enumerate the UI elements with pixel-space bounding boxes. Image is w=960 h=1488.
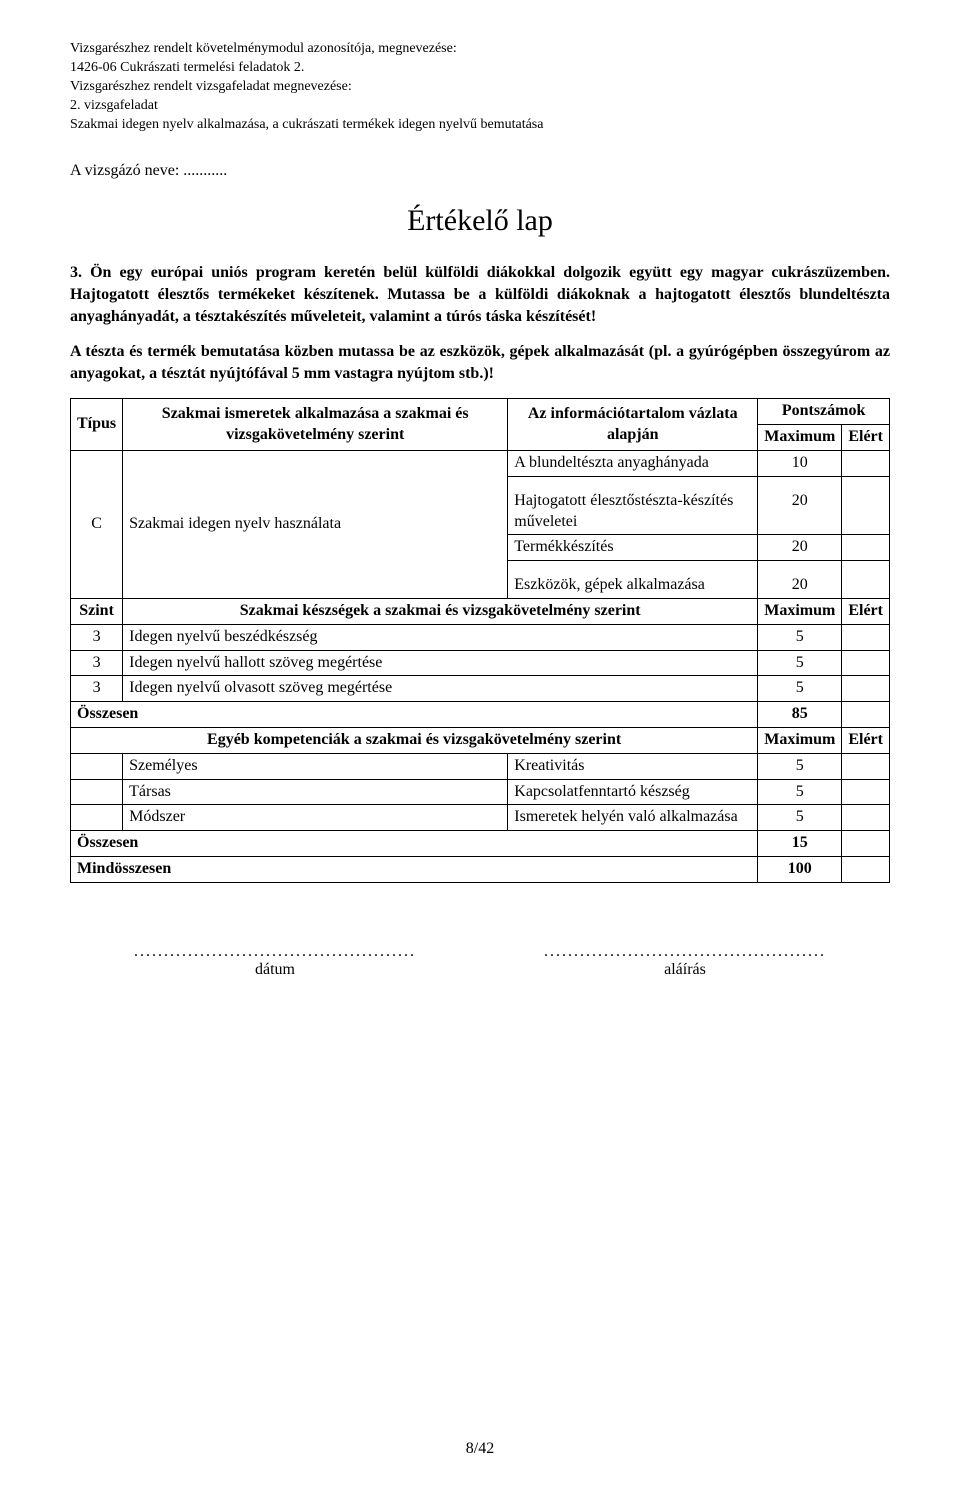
- max-r3: 20: [758, 535, 842, 561]
- date-label: dátum: [111, 961, 439, 979]
- sum2-lbl: Összesen: [71, 831, 758, 857]
- title-text: Értékelő lap: [407, 204, 553, 237]
- module-header: Vizsgarészhez rendelt követelménymodul a…: [70, 40, 890, 134]
- s1-got: [842, 624, 890, 650]
- s1-txt: Idegen nyelvű beszédkészség: [123, 624, 758, 650]
- th-max-2: Maximum: [758, 599, 842, 625]
- th-max-3: Maximum: [758, 727, 842, 753]
- o3-blank: [71, 805, 123, 831]
- sign-label: aláírás: [521, 961, 849, 979]
- date-block: ........................................…: [111, 943, 439, 979]
- s2-lvl: 3: [71, 650, 123, 676]
- info-r4: Eszközök, gépek alkalmazása: [508, 561, 758, 599]
- o2-blank: [71, 779, 123, 805]
- s2-got: [842, 650, 890, 676]
- sum2-max: 15: [758, 831, 842, 857]
- o3-b: Ismeretek helyén való alkalmazása: [508, 805, 758, 831]
- sum3-lbl: Mindösszesen: [71, 856, 758, 882]
- examinee-name-line: A vizsgázó neve: ...........: [70, 162, 890, 180]
- sum1-got: [842, 702, 890, 728]
- date-dots: ........................................…: [111, 943, 439, 961]
- max-r1: 10: [758, 451, 842, 477]
- s3-max: 5: [758, 676, 842, 702]
- sum1-max: 85: [758, 702, 842, 728]
- s1-max: 5: [758, 624, 842, 650]
- task-description: 3. Ön egy európai uniós program keretén …: [70, 262, 890, 327]
- o3-got: [842, 805, 890, 831]
- max-r2: 20: [758, 476, 842, 535]
- th-skills: Szakmai készségek a szakmai és vizsgaköv…: [123, 599, 758, 625]
- evaluation-table: Típus Szakmai ismeretek alkalmazása a sz…: [70, 398, 890, 882]
- o3-a: Módszer: [123, 805, 508, 831]
- sum2-got: [842, 831, 890, 857]
- header-line-2: 1426-06 Cukrászati termelési feladatok 2…: [70, 59, 890, 78]
- th-max: Maximum: [758, 425, 842, 451]
- o2-a: Társas: [123, 779, 508, 805]
- page-number: 8/42: [0, 1440, 960, 1458]
- s3-got: [842, 676, 890, 702]
- o1-max: 5: [758, 753, 842, 779]
- th-type: Típus: [71, 399, 123, 451]
- o1-b: Kreativitás: [508, 753, 758, 779]
- info-r3: Termékkészítés: [508, 535, 758, 561]
- got-r1: [842, 451, 890, 477]
- header-line-4: 2. vizsgafeladat: [70, 97, 890, 116]
- signature-row: ........................................…: [70, 943, 890, 979]
- th-got-3: Elért: [842, 727, 890, 753]
- o1-a: Személyes: [123, 753, 508, 779]
- name-dots: ...........: [183, 162, 227, 179]
- s2-max: 5: [758, 650, 842, 676]
- th-points: Pontszámok: [758, 399, 890, 425]
- info-r1: A blundeltészta anyaghányada: [508, 451, 758, 477]
- type-c: C: [71, 451, 123, 599]
- max-r4: 20: [758, 561, 842, 599]
- th-prof: Szakmai ismeretek alkalmazása a szakmai …: [123, 399, 508, 451]
- s3-txt: Idegen nyelvű olvasott szöveg megértése: [123, 676, 758, 702]
- th-level: Szint: [71, 599, 123, 625]
- name-label: A vizsgázó neve:: [70, 162, 179, 179]
- th-got-2: Elért: [842, 599, 890, 625]
- page-title: Értékelő lap: [70, 204, 890, 238]
- o1-got: [842, 753, 890, 779]
- page: Vizsgarészhez rendelt követelménymodul a…: [0, 0, 960, 1488]
- got-r2: [842, 476, 890, 535]
- info-r2: Hajtogatott élesztőstészta-készítés műve…: [508, 476, 758, 535]
- o2-max: 5: [758, 779, 842, 805]
- th-other: Egyéb kompetenciák a szakmai és vizsgakö…: [71, 727, 758, 753]
- got-r4: [842, 561, 890, 599]
- sum1-lbl: Összesen: [71, 702, 758, 728]
- sign-block: ........................................…: [521, 943, 849, 979]
- got-r3: [842, 535, 890, 561]
- prof-c: Szakmai idegen nyelv használata: [123, 451, 508, 599]
- sum3-got: [842, 856, 890, 882]
- th-info: Az információtartalom vázlata alapján: [508, 399, 758, 451]
- th-got: Elért: [842, 425, 890, 451]
- o1-blank: [71, 753, 123, 779]
- s3-lvl: 3: [71, 676, 123, 702]
- sign-dots: ........................................…: [521, 943, 849, 961]
- o2-got: [842, 779, 890, 805]
- o2-b: Kapcsolatfenntartó készség: [508, 779, 758, 805]
- header-line-3: Vizsgarészhez rendelt vizsgafeladat megn…: [70, 78, 890, 97]
- header-line-5: Szakmai idegen nyelv alkalmazása, a cukr…: [70, 116, 890, 135]
- s2-txt: Idegen nyelvű hallott szöveg megértése: [123, 650, 758, 676]
- task-note: A tészta és termék bemutatása közben mut…: [70, 341, 890, 384]
- header-line-1: Vizsgarészhez rendelt követelménymodul a…: [70, 40, 890, 59]
- sum3-max: 100: [758, 856, 842, 882]
- s1-lvl: 3: [71, 624, 123, 650]
- o3-max: 5: [758, 805, 842, 831]
